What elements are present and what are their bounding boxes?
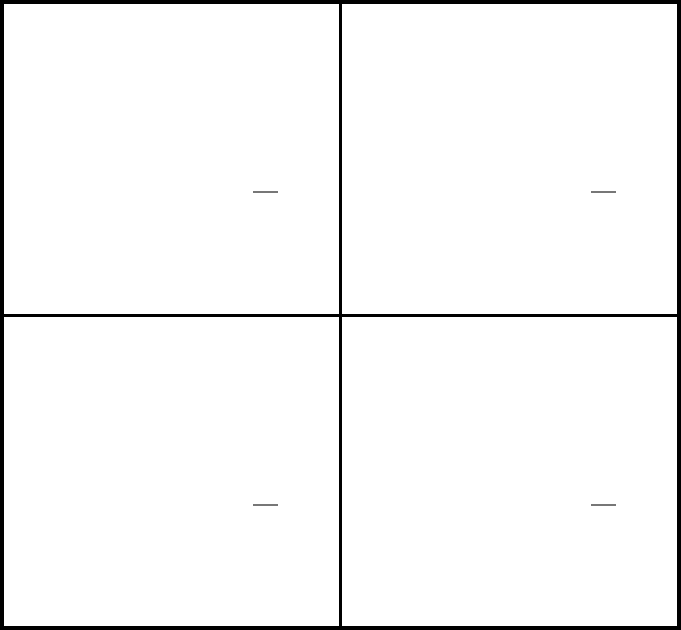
colorbar (592, 185, 677, 311)
panel-c (4, 316, 339, 626)
colorbar (592, 498, 677, 624)
colorbar (254, 185, 339, 311)
colorbar (254, 498, 339, 624)
panel-b (342, 4, 677, 314)
panel-a (4, 4, 339, 314)
panel-d (342, 316, 677, 626)
